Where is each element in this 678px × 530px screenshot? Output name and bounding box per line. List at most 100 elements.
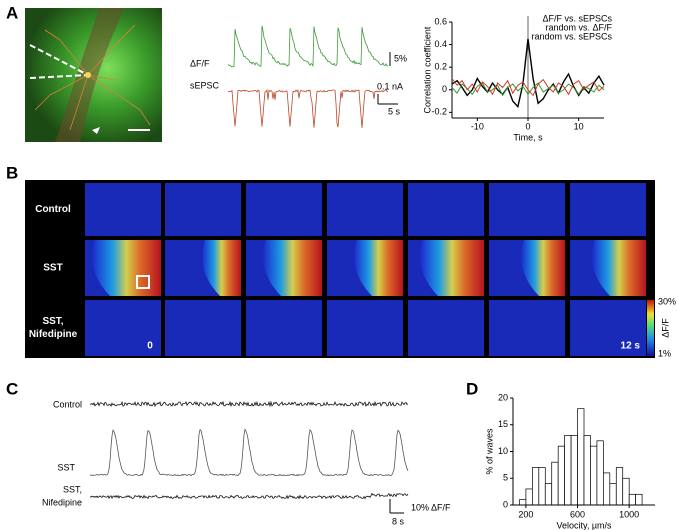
bar (577, 408, 585, 506)
y-tick-label: 5 (503, 473, 508, 483)
trace (89, 428, 409, 477)
bar (635, 493, 643, 506)
colorbar-label: 30% (658, 296, 676, 306)
panel-letter: B (6, 163, 18, 182)
bar (570, 435, 578, 506)
activity-region (420, 240, 484, 296)
y-tick-label: 20 (498, 392, 508, 402)
activity-region (263, 240, 322, 296)
legend-entry: ΔF/F vs. sEPSCs (542, 13, 612, 23)
traces: Control SST SST, Nifedipine (42, 399, 409, 507)
bar (596, 440, 604, 506)
x-tick-label: -10 (471, 121, 484, 131)
activity-region (354, 240, 403, 296)
image-tile (489, 183, 565, 236)
series-line (451, 78, 605, 97)
bar (519, 499, 527, 506)
x-tick-label: 1000 (619, 509, 639, 519)
bar (603, 472, 611, 506)
y-tick-label: 0 (442, 84, 447, 94)
trace (227, 88, 389, 128)
scale-label: 5 s (388, 106, 401, 116)
bar (544, 483, 553, 506)
row-label: SST (57, 462, 75, 472)
trace-label: sEPSC (190, 80, 220, 90)
image-tile (570, 300, 646, 356)
y-tick-label: 15 (498, 419, 508, 429)
row-label: SST, (63, 484, 82, 494)
bar (590, 445, 598, 506)
image-tile (570, 183, 646, 236)
colorbar (647, 300, 654, 356)
image-tile (489, 300, 565, 356)
time-label: 12 s (621, 341, 641, 352)
x-axis-label: Time, s (513, 132, 543, 142)
roi-marker (136, 275, 150, 289)
image-tile (165, 183, 241, 236)
bar (557, 445, 565, 506)
image-tile (85, 300, 161, 356)
traces (227, 25, 389, 128)
x-tick-label: 10 (574, 121, 584, 131)
y-axis-label: Correlation coefficient (422, 26, 432, 113)
activity-region (521, 240, 565, 296)
row-label: Control (35, 204, 71, 215)
legend-entry: random vs. ΔF/F (545, 22, 612, 32)
trace (227, 25, 389, 68)
bar (622, 477, 630, 506)
scale-label: 0.1 nA (377, 81, 403, 91)
micrograph (25, 8, 162, 142)
bar (564, 435, 572, 506)
y-tick-label: 10 (498, 446, 508, 456)
x-tick-label: 0 (525, 121, 530, 131)
panel-letter: A (6, 3, 18, 22)
x-tick-label: 600 (570, 509, 585, 519)
bar (583, 435, 591, 506)
scale-label: 10% ΔF/F (411, 502, 451, 512)
x-axis-label: Velocity, µm/s (556, 520, 612, 530)
bar (628, 493, 636, 506)
panel-letter: C (6, 379, 18, 398)
image-tile (246, 300, 322, 356)
image-tile (408, 183, 484, 236)
image-tile (327, 300, 403, 356)
y-axis-label: % of waves (484, 428, 494, 475)
row-label: Nifedipine (29, 329, 78, 340)
image-tile (408, 300, 484, 356)
bar (525, 488, 533, 506)
scale-label: 8 s (392, 516, 405, 526)
colorbar-label: 1% (658, 348, 671, 358)
image-tile (327, 183, 403, 236)
image-tile (165, 300, 241, 356)
y-tick-label: 0.2 (434, 62, 447, 72)
series-line (451, 82, 605, 97)
activity-region (202, 240, 241, 296)
trace-label: ΔF/F (190, 58, 210, 68)
series-line (451, 38, 605, 109)
y-tick-label: 0 (503, 499, 508, 509)
row-label: Control (53, 399, 82, 409)
row-label: SST, (42, 316, 63, 327)
time-label: 0 (147, 341, 153, 352)
y-tick-label: 0.6 (434, 16, 447, 26)
trace (90, 400, 409, 408)
bar (538, 467, 546, 506)
bar (615, 467, 624, 506)
y-tick-label: -0.2 (431, 107, 447, 117)
colorbar-label: ΔF/F (660, 318, 670, 338)
bar (532, 467, 540, 506)
panel-letter: D (466, 379, 478, 398)
image-tile (85, 183, 161, 236)
x-tick-label: 200 (518, 509, 533, 519)
trace (89, 492, 409, 500)
bar (609, 483, 617, 506)
activity-region (92, 240, 161, 296)
legend-entry: random vs. sEPSCs (531, 31, 612, 41)
y-tick-label: 0.4 (434, 39, 447, 49)
row-label: Nifedipine (42, 497, 82, 507)
row-label: SST (43, 263, 62, 274)
bar (551, 461, 559, 506)
image-tile (246, 183, 322, 236)
scale-label: 5% (394, 53, 407, 63)
